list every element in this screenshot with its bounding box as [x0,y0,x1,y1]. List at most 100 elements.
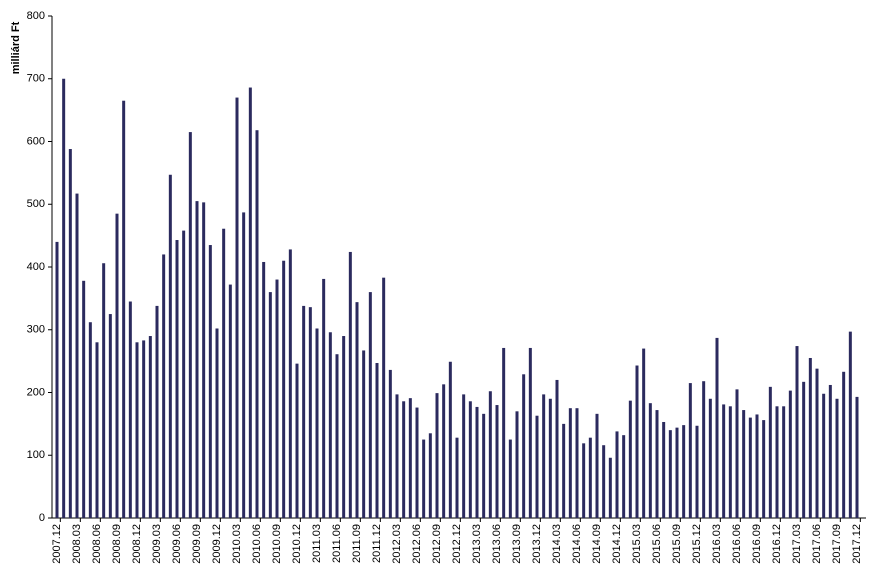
bar [55,241,59,518]
y-tick-label: 200 [27,386,45,398]
bar [395,394,399,518]
bar [568,408,572,518]
bar [208,245,212,518]
bar [262,261,266,518]
bar [435,393,439,518]
bar [302,305,306,518]
bar [455,437,459,518]
x-tick-label: 2009.09 [191,524,203,564]
bar [782,406,786,518]
x-tick-label: 2011.09 [351,524,363,563]
bar [128,301,132,518]
bar [575,408,579,518]
bar [442,384,446,518]
bar [728,406,732,518]
bar [362,350,366,518]
bar [235,97,239,518]
bar [348,251,352,518]
x-tick-label: 2008.06 [91,524,103,564]
bar [288,249,292,518]
y-tick-label: 100 [27,449,45,461]
bar [788,390,792,518]
bar [555,379,559,518]
y-tick-label: 800 [27,10,45,22]
bar [415,407,419,518]
bar [842,371,846,518]
bar [702,381,706,518]
x-tick-label: 2012.12 [451,524,463,564]
x-tick-label: 2012.09 [431,524,443,564]
x-tick-label: 2014.03 [551,524,563,564]
bar [122,100,126,519]
bar [275,279,279,518]
bar [848,331,852,518]
bar [368,292,372,518]
bar [682,425,686,518]
x-tick-label: 2012.06 [411,524,423,564]
bar [255,130,259,518]
bar [608,457,612,518]
bar [808,357,812,518]
x-tick-label: 2010.03 [231,524,243,564]
bar [582,443,586,518]
x-tick-label: 2011.12 [371,524,383,563]
bar [248,87,252,518]
bar [102,263,106,518]
bar [595,413,599,518]
bar [588,437,592,518]
bar [222,228,226,518]
bar [295,363,299,518]
bar [748,417,752,518]
bar [622,435,626,518]
y-tick-label: 500 [27,198,45,210]
x-tick-label: 2008.12 [131,524,143,564]
bar [488,391,492,518]
bar [755,414,759,518]
x-tick-label: 2014.12 [611,524,623,564]
bar [335,354,339,518]
y-axis-label: milliárd Ft [10,21,22,74]
x-tick-label: 2008.09 [111,524,123,564]
bar [462,394,466,518]
x-tick-label: 2015.03 [631,524,643,564]
bar [168,174,172,518]
bar [828,384,832,518]
bar [428,433,432,518]
x-tick-label: 2009.03 [151,524,163,564]
bar [735,389,739,518]
bar [242,212,246,518]
bar [62,78,66,518]
bar [795,346,799,518]
bar [382,277,386,518]
bar [635,365,639,518]
x-tick-label: 2013.06 [491,524,503,564]
bar [562,423,566,518]
y-tick-label: 0 [39,512,45,524]
bar [515,411,519,518]
x-tick-label: 2014.06 [571,524,583,564]
bar [675,427,679,518]
bar [388,369,392,518]
bar [775,406,779,518]
x-tick-label: 2007.12 [51,524,63,564]
bar [202,202,206,518]
bar [188,132,192,518]
bar [475,406,479,518]
bar [695,425,699,518]
x-tick-label: 2011.06 [331,524,343,563]
x-tick-label: 2015.09 [671,524,683,564]
x-tick-label: 2009.12 [211,524,223,564]
bar [375,363,379,518]
x-tick-label: 2010.12 [291,524,303,564]
bar [668,430,672,518]
bar [742,410,746,518]
bar [182,230,186,519]
bar [768,386,772,518]
bar [642,348,646,518]
x-tick-label: 2016.09 [751,524,763,564]
bar [408,398,412,518]
x-tick-label: 2016.03 [711,524,723,564]
bar [268,292,272,518]
x-tick-label: 2017.03 [791,524,803,564]
